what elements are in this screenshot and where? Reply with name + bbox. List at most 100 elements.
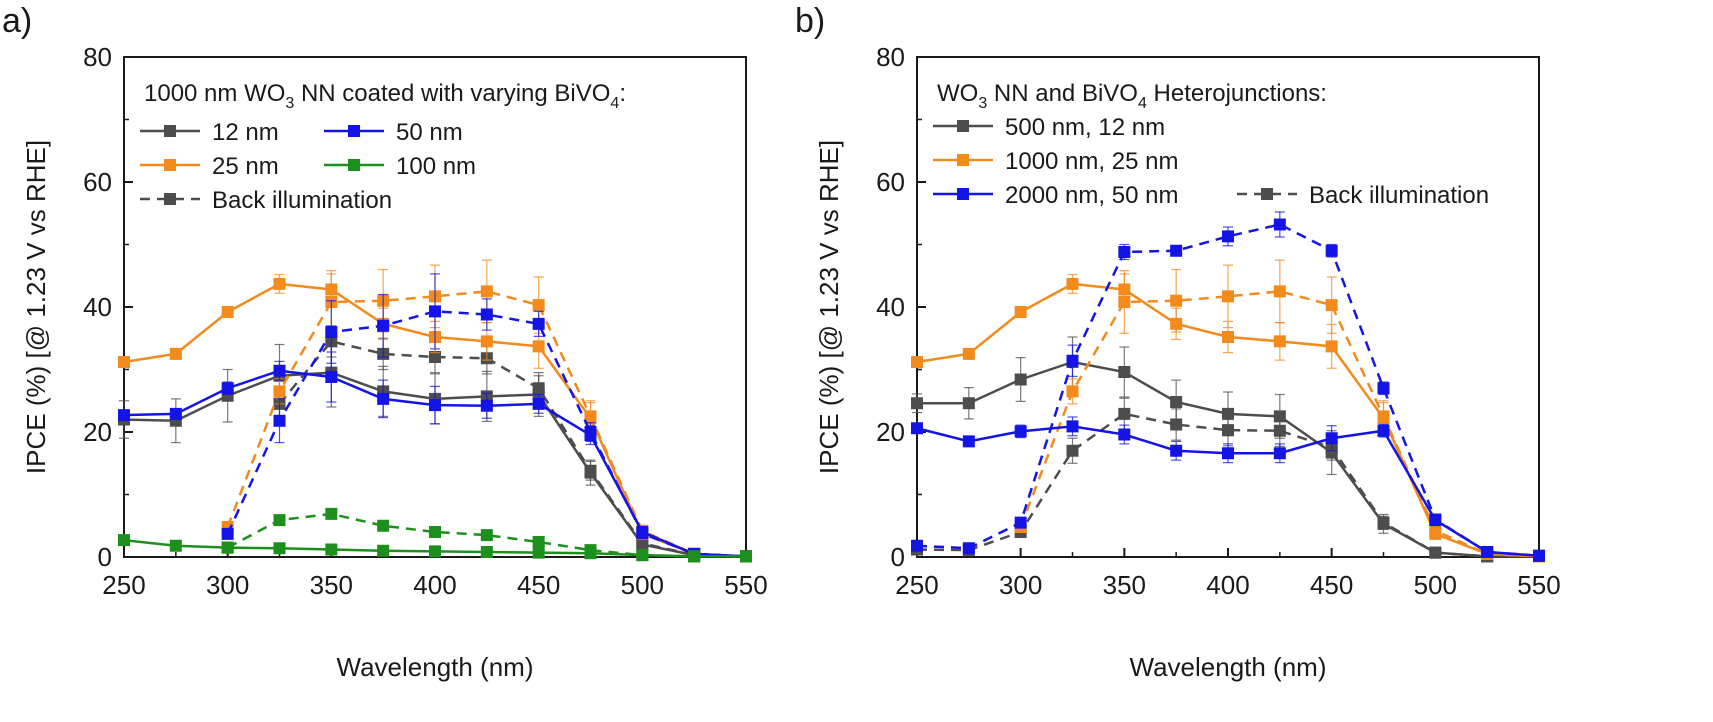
legend-entry-label: 25 nm — [212, 153, 279, 180]
data-point — [1066, 385, 1079, 398]
data-point — [169, 539, 182, 552]
data-point — [1222, 424, 1234, 437]
data-point — [532, 546, 545, 559]
data-point — [377, 519, 390, 532]
data-point — [1273, 447, 1286, 460]
series-back-100-nm — [221, 507, 752, 563]
data-point — [584, 426, 597, 438]
data-point — [429, 351, 441, 363]
data-point — [1118, 296, 1131, 308]
series-line — [227, 512, 746, 558]
x-tick-label: 500 — [1414, 570, 1457, 600]
data-point — [1222, 407, 1234, 420]
data-point — [273, 277, 286, 290]
data-point — [377, 544, 390, 557]
data-point — [273, 514, 286, 527]
data-point — [1118, 246, 1131, 258]
series-back-2000-nm-50-nm — [911, 211, 1545, 562]
legend-key — [324, 125, 384, 137]
data-point — [1014, 425, 1027, 438]
data-point — [429, 526, 441, 538]
y-axis-label: IPCE (%) [@ 1.23 V vs RHE] — [814, 140, 844, 474]
y-tick-label: 0 — [891, 542, 905, 572]
data-point — [1273, 218, 1286, 231]
y-axis-label: IPCE (%) [@ 1.23 V vs RHE] — [21, 140, 51, 474]
data-point — [532, 536, 545, 548]
data-point — [325, 543, 338, 556]
data-point — [911, 356, 923, 368]
legend-title: 1000 nm WO3 NN coated with varying BiVO4… — [144, 80, 626, 112]
data-point — [1222, 331, 1234, 343]
data-point — [221, 382, 234, 395]
data-point — [429, 545, 441, 558]
x-tick-label: 500 — [621, 570, 664, 600]
x-tick-label: 450 — [517, 570, 560, 600]
data-point — [1222, 447, 1234, 460]
data-point — [636, 549, 649, 562]
data-point — [911, 397, 923, 410]
data-point — [118, 534, 130, 547]
data-point — [962, 542, 975, 555]
series-line — [226, 310, 747, 558]
legend-entry-label: Back illumination — [212, 187, 392, 214]
data-point — [273, 385, 286, 398]
legend-key — [140, 125, 200, 137]
data-point — [1014, 373, 1027, 386]
legend-key — [933, 154, 993, 166]
data-point — [1481, 546, 1494, 558]
data-point — [325, 371, 338, 383]
data-point — [740, 550, 752, 563]
data-point — [1429, 546, 1442, 559]
panel-a: a) 250 300 350 400 450 500 550 0 20 40 60 80 Waveleng… — [2, 2, 768, 682]
data-point — [377, 319, 390, 332]
data-point — [221, 306, 234, 318]
x-tick-label: 350 — [310, 570, 353, 600]
legend-key-marker — [164, 159, 176, 171]
data-point — [1533, 549, 1545, 562]
legend: WO3 NN and BiVO4 Heterojunctions:500 nm,… — [933, 80, 1489, 209]
data-point — [1170, 444, 1183, 457]
data-point — [377, 392, 390, 405]
data-point — [429, 399, 441, 412]
panel-label: a) — [2, 2, 32, 40]
data-point — [1325, 299, 1338, 312]
legend-key-marker — [164, 125, 176, 137]
legend-entry-label: 1000 nm, 25 nm — [1005, 148, 1178, 175]
data-point — [1170, 396, 1183, 408]
legend-entry-label: 12 nm — [212, 119, 279, 146]
y-tick-label: 40 — [876, 292, 905, 322]
data-point — [532, 382, 545, 395]
data-point — [1273, 424, 1286, 437]
data-point — [532, 397, 545, 410]
data-point — [429, 305, 441, 318]
panel-label: b) — [795, 2, 825, 40]
data-point — [1429, 513, 1442, 526]
data-point — [1222, 230, 1234, 243]
legend-entry-label: 100 nm — [396, 153, 476, 180]
legend-entry-label: 2000 nm, 50 nm — [1005, 182, 1178, 209]
x-axis: 250 300 350 400 450 500 550 — [102, 548, 768, 600]
data-point — [1377, 410, 1390, 423]
x-tick-label: 300 — [206, 570, 249, 600]
legend-key-marker — [348, 125, 360, 137]
data-point — [1273, 285, 1286, 298]
legend-title: WO3 NN and BiVO4 Heterojunctions: — [937, 80, 1327, 112]
data-point — [584, 464, 597, 477]
data-point — [480, 285, 493, 298]
data-point — [636, 537, 649, 550]
data-point — [480, 546, 493, 558]
y-tick-label: 40 — [83, 292, 112, 322]
data-point — [1325, 432, 1338, 445]
data-point — [532, 317, 545, 330]
y-tick-label: 0 — [98, 542, 112, 572]
data-point — [480, 529, 493, 542]
x-tick-label: 400 — [1206, 570, 1249, 600]
data-point — [169, 407, 182, 420]
data-point — [1014, 306, 1027, 318]
data-point — [1170, 244, 1183, 257]
x-axis-label: Wavelength (nm) — [1130, 652, 1327, 682]
x-tick-label: 400 — [413, 570, 456, 600]
legend-key — [140, 193, 200, 205]
x-tick-label: 550 — [724, 570, 767, 600]
y-tick-label: 60 — [876, 167, 905, 197]
